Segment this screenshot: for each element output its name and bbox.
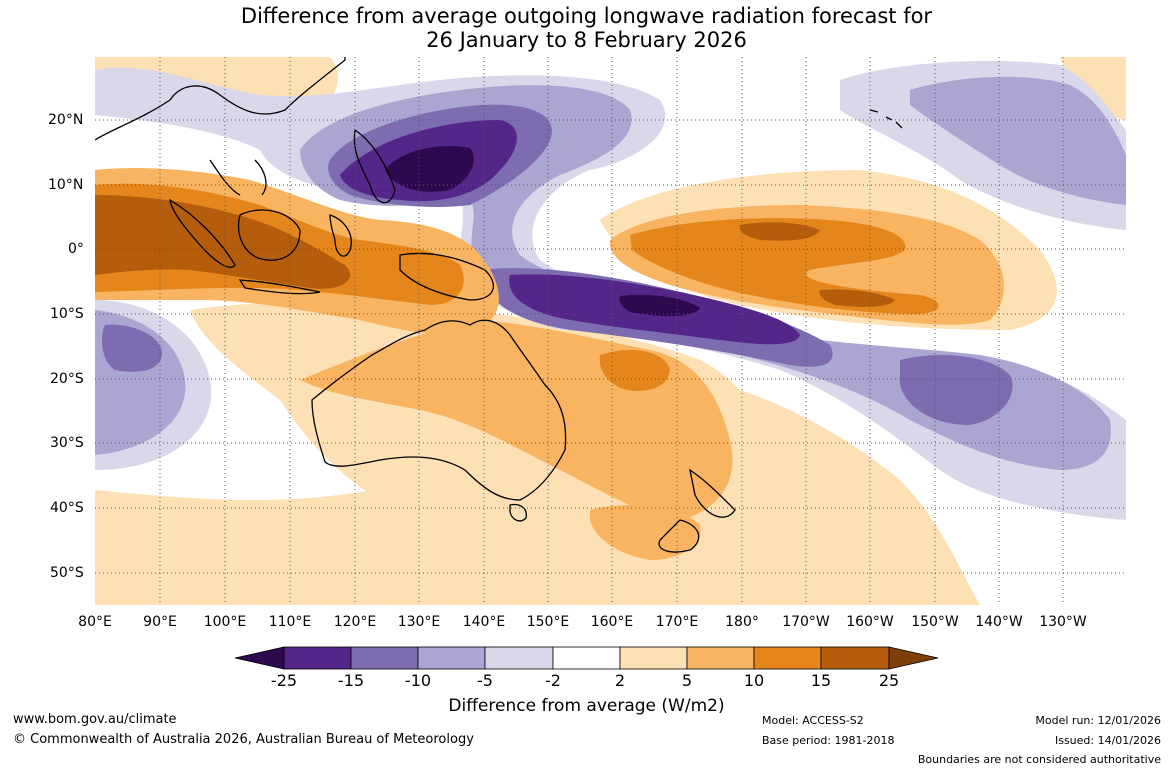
lat-label-20n: 20°N [48,112,84,128]
deepest-purple-nw-pacific [385,146,474,192]
brown-central-pacific [739,222,820,241]
lon-label-140w: 140°W [975,614,1023,630]
colorbar-segment-8 [753,646,822,670]
lon-label-150e: 150°E [526,614,570,630]
australia-coastline [311,319,567,501]
colorbar-label-neg2: -2 [545,671,561,690]
colorbar-segment-6 [619,646,688,670]
colorbar-label-5: 5 [681,671,693,690]
light-purple-north-pacific [910,76,1126,206]
sulawesi-coastline [329,214,352,257]
footer-base-period: Base period: 1981-2018 [762,734,895,747]
lon-label-150w: 150°W [911,614,959,630]
footer-disclaimer: Boundaries are not considered authoritat… [917,753,1161,766]
colorbar-segment-5 [552,646,621,670]
light-orange-ne-corner [1060,57,1126,120]
deepest-purple-south-pacific [619,294,700,317]
dark-orange-coral-sea [599,350,670,391]
colorbar-segment-9 [820,646,890,670]
colorbar-label-neg25: -25 [270,671,298,690]
colorbar-title: Difference from average (W/m2) [448,696,725,716]
dark-orange-central-pacific [630,218,939,314]
brown-central-pacific-east [819,289,895,307]
java-coastline [238,279,321,295]
lon-label-170w: 170°W [782,614,830,630]
lat-label-50s: 50°S [50,565,84,581]
philippines-coastline [353,128,396,204]
graticule [95,57,1126,605]
footer-model: Model: ACCESS-S2 [762,714,864,727]
colorbar-segment-7 [686,646,755,670]
brown-maritime-continent [95,195,351,289]
colorbar-high-arrow [888,646,939,670]
colorbar-label-15: 15 [810,671,832,690]
map-title-line1: Difference from average outgoing longwav… [240,4,933,28]
orange-tasman [590,505,701,560]
lat-label-30s: 30°S [50,435,84,451]
purple-south-pacific-east [900,355,1013,425]
lon-label-160w: 160°W [846,614,894,630]
colorbar-label-neg10: -10 [404,671,432,690]
lon-label-140e: 140°E [462,614,506,630]
colorbar [234,646,939,670]
colorbar-label-10: 10 [743,671,765,690]
lon-label-170e: 170°E [655,614,699,630]
colorbar-label-neg5: -5 [477,671,493,690]
tasmania-coastline [509,503,527,522]
lon-label-180: 180° [725,614,759,630]
colorbar-low-arrow [234,646,285,670]
lon-label-100e: 100°E [203,614,247,630]
footer-issued: Issued: 14/01/2026 [1054,734,1161,747]
map-title-line2: 26 January to 8 February 2026 [426,28,747,52]
lon-label-80e: 80°E [78,614,112,630]
footer-copyright: © Commonwealth of Australia 2026, Austra… [13,732,474,747]
colorbar-label-neg15: -15 [337,671,365,690]
footer-model-run: Model run: 12/01/2026 [1035,714,1161,727]
colorbar-label-2: 2 [614,671,626,690]
purple-west-indian-ocean [102,324,163,372]
lon-label-120e: 120°E [333,614,377,630]
lat-label-10n: 10°N [48,177,84,193]
colorbar-segment-4 [484,646,554,670]
footer-website-link[interactable]: www.bom.gov.au/climate [13,712,177,727]
new-zealand-coastline [658,468,736,553]
lat-label-20s: 20°S [50,371,84,387]
colorbar-segment-2 [350,646,419,670]
anomaly-field [95,57,1126,605]
lon-label-110e: 110°E [268,614,312,630]
sumatra-coastline [169,198,236,268]
borneo-coastline [237,209,301,261]
colorbar-segment-3 [417,646,486,670]
lon-label-130e: 130°E [397,614,441,630]
lat-label-40s: 40°S [50,500,84,516]
lon-label-130w: 130°W [1039,614,1087,630]
lon-label-90e: 90°E [143,614,177,630]
lat-label-equator: 0° [68,241,84,257]
colorbar-label-25: 25 [878,671,900,690]
new-guinea-coastline [399,252,495,301]
colorbar-segment-1 [283,646,352,670]
lon-label-160e: 160°E [590,614,634,630]
lat-label-10s: 10°S [50,306,84,322]
